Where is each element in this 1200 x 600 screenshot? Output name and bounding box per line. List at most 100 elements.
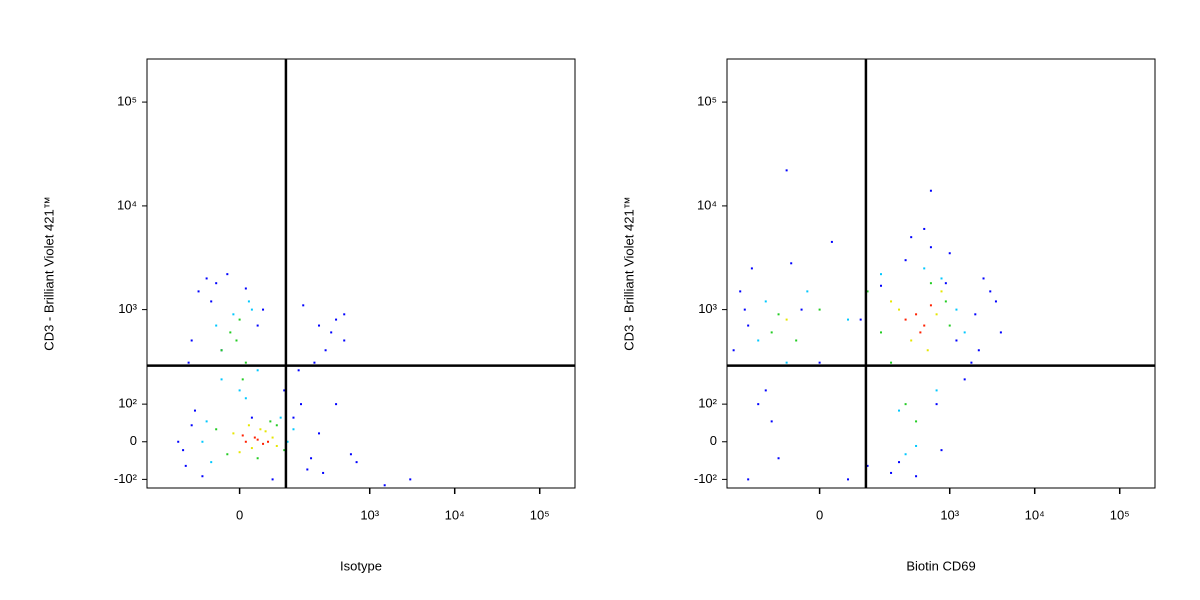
event-dot bbox=[275, 444, 278, 447]
event-dot bbox=[267, 440, 270, 443]
event-dot bbox=[944, 282, 947, 285]
event-dot bbox=[999, 331, 1002, 334]
event-dot bbox=[910, 236, 913, 239]
plot-frame bbox=[726, 58, 1156, 489]
event-dot bbox=[335, 403, 338, 406]
event-dot bbox=[770, 331, 773, 334]
x-axis-label: Biotin CD69 bbox=[906, 558, 975, 573]
x-tick-label: 10³ bbox=[940, 507, 959, 522]
event-dot bbox=[264, 430, 267, 433]
event-dot bbox=[830, 240, 833, 243]
event-dot bbox=[256, 438, 259, 441]
event-dot bbox=[955, 308, 958, 311]
event-dot bbox=[247, 424, 250, 427]
event-dot bbox=[244, 287, 247, 290]
event-dot bbox=[923, 324, 926, 327]
event-dot bbox=[866, 464, 869, 467]
event-dot bbox=[271, 478, 274, 481]
event-dot bbox=[256, 324, 259, 327]
event-dot bbox=[322, 471, 325, 474]
event-dot bbox=[244, 397, 247, 400]
x-tick-label: 10⁵ bbox=[530, 507, 550, 522]
event-dot bbox=[241, 434, 244, 437]
event-dot bbox=[935, 313, 938, 316]
event-dot bbox=[764, 389, 767, 392]
event-dot bbox=[847, 478, 850, 481]
event-dot bbox=[923, 267, 926, 270]
event-dot bbox=[262, 442, 265, 445]
event-dot bbox=[948, 324, 951, 327]
event-dot bbox=[904, 259, 907, 262]
event-dot bbox=[201, 440, 204, 443]
event-dot bbox=[279, 416, 282, 419]
event-dot bbox=[215, 282, 218, 285]
event-dot bbox=[318, 324, 321, 327]
event-dot bbox=[292, 428, 295, 431]
event-dot bbox=[785, 361, 788, 364]
event-dot bbox=[904, 453, 907, 456]
event-dot bbox=[818, 308, 821, 311]
event-dot bbox=[283, 449, 286, 452]
event-dot bbox=[283, 389, 286, 392]
event-dot bbox=[955, 339, 958, 342]
event-dot bbox=[235, 339, 238, 342]
event-dot bbox=[929, 246, 932, 249]
y-tick-label: -10² bbox=[694, 471, 718, 486]
event-dot bbox=[777, 313, 780, 316]
event-dot bbox=[343, 339, 346, 342]
event-dot bbox=[409, 478, 412, 481]
event-dot bbox=[201, 475, 204, 478]
event-dot bbox=[785, 169, 788, 172]
event-dot bbox=[929, 282, 932, 285]
event-dot bbox=[747, 324, 750, 327]
event-dot bbox=[256, 457, 259, 460]
event-dot bbox=[241, 378, 244, 381]
event-dot bbox=[244, 440, 247, 443]
x-tick-label: 10³ bbox=[360, 507, 379, 522]
event-dot bbox=[806, 290, 809, 293]
event-dot bbox=[256, 369, 259, 372]
event-dot bbox=[982, 277, 985, 280]
event-dot bbox=[926, 349, 929, 352]
event-dot bbox=[963, 378, 966, 381]
event-dot bbox=[732, 349, 735, 352]
event-dot bbox=[940, 290, 943, 293]
event-dot bbox=[190, 339, 193, 342]
event-dot bbox=[269, 420, 272, 423]
event-dot bbox=[764, 300, 767, 303]
event-dot bbox=[847, 318, 850, 321]
x-tick-label: 10⁴ bbox=[1025, 507, 1045, 522]
event-dot bbox=[974, 313, 977, 316]
event-dot bbox=[963, 331, 966, 334]
event-dot bbox=[190, 424, 193, 427]
event-dot bbox=[757, 339, 760, 342]
event-dot bbox=[747, 478, 750, 481]
event-dot bbox=[310, 457, 313, 460]
event-dot bbox=[750, 267, 753, 270]
event-dot bbox=[739, 290, 742, 293]
x-axis-label: Isotype bbox=[340, 558, 382, 573]
event-dot bbox=[940, 449, 943, 452]
event-dot bbox=[910, 339, 913, 342]
event-dot bbox=[187, 361, 190, 364]
event-dot bbox=[743, 308, 746, 311]
event-dot bbox=[777, 457, 780, 460]
event-dot bbox=[247, 300, 250, 303]
event-dot bbox=[275, 424, 278, 427]
event-dot bbox=[890, 471, 893, 474]
event-dot bbox=[250, 447, 253, 450]
x-tick-label: 0 bbox=[236, 507, 243, 522]
event-dot bbox=[785, 318, 788, 321]
event-dot bbox=[898, 461, 901, 464]
x-tick-label: 0 bbox=[816, 507, 823, 522]
x-tick-label: 10⁴ bbox=[445, 507, 465, 522]
y-tick-label: 10² bbox=[698, 396, 717, 411]
event-dot bbox=[915, 475, 918, 478]
y-tick-label: 10⁵ bbox=[697, 94, 717, 109]
event-dot bbox=[919, 331, 922, 334]
event-dot bbox=[302, 304, 305, 307]
event-dot bbox=[915, 313, 918, 316]
event-dot bbox=[193, 409, 196, 412]
event-dot bbox=[904, 403, 907, 406]
